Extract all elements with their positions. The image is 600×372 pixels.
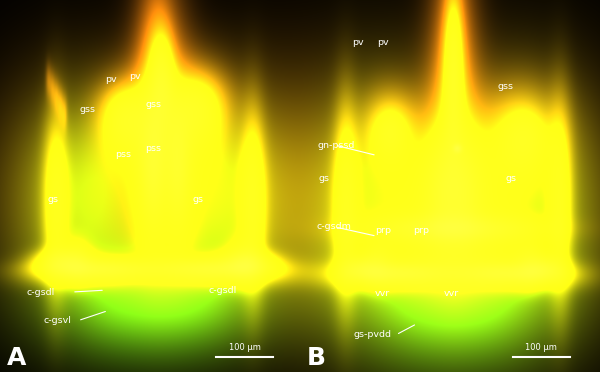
Text: 100 μm: 100 μm <box>229 343 261 352</box>
Text: c-gsdm: c-gsdm <box>316 222 351 231</box>
Text: c-gsdl: c-gsdl <box>209 286 237 295</box>
Text: gss: gss <box>498 82 514 91</box>
Text: c-gsvl: c-gsvl <box>43 316 71 325</box>
Text: gs-pvdd: gs-pvdd <box>353 330 391 339</box>
Text: prp: prp <box>375 226 391 235</box>
Text: gs: gs <box>47 195 58 203</box>
Text: gs: gs <box>193 195 203 203</box>
Text: pss: pss <box>145 144 161 153</box>
Text: gss: gss <box>145 100 161 109</box>
Text: A: A <box>7 346 26 370</box>
Text: gss: gss <box>79 105 95 114</box>
Text: vvr: vvr <box>443 289 459 298</box>
Text: vvr: vvr <box>375 289 391 298</box>
Text: gs: gs <box>506 174 517 183</box>
Text: c-gsdl: c-gsdl <box>26 288 55 296</box>
Text: B: B <box>307 346 326 370</box>
Text: pv: pv <box>129 72 141 81</box>
Text: pss: pss <box>115 150 131 159</box>
Text: prp: prp <box>413 226 429 235</box>
Text: gs: gs <box>319 174 329 183</box>
Text: pv: pv <box>377 38 389 47</box>
Text: 100 μm: 100 μm <box>525 343 557 352</box>
Text: pv: pv <box>352 38 364 47</box>
Text: pv: pv <box>105 76 117 84</box>
Text: gn-pssd: gn-pssd <box>318 141 355 150</box>
